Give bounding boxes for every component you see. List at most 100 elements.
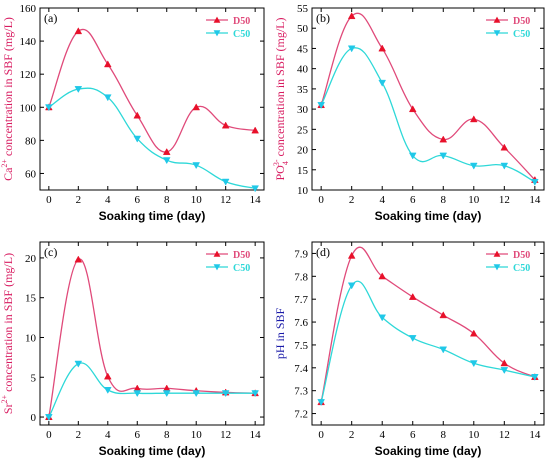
y-tick-label: 40 — [297, 64, 309, 76]
x-tick-label: 6 — [410, 429, 416, 441]
data-point-c50 — [439, 346, 448, 354]
data-point-c50 — [221, 390, 230, 398]
y-tick-label: 7.4 — [294, 363, 308, 375]
legend-label-c50: C50 — [233, 29, 250, 40]
data-point-c50 — [469, 162, 478, 170]
x-tick-label: 4 — [105, 194, 111, 206]
data-point-d50 — [439, 135, 448, 143]
series-line-c50 — [48, 362, 256, 418]
plot-frame — [311, 241, 545, 426]
data-point-c50 — [500, 162, 509, 170]
y-tick-label: 20 — [297, 145, 309, 157]
y-axis-label-text: pH in SBF — [273, 308, 287, 360]
x-tick-label: 12 — [220, 429, 231, 441]
y-tick-label: 15 — [25, 293, 37, 305]
x-tick-label: 0 — [318, 429, 324, 441]
x-tick-label: 4 — [379, 429, 385, 441]
x-tick-label: 12 — [499, 429, 510, 441]
y-axis-label-rest: concentration in SBF (mg/L) — [1, 17, 15, 159]
y-axis-label: Ca2+ concentration in SBF (mg/L) — [0, 17, 15, 181]
x-axis-label: Soaking time (day) — [99, 209, 206, 223]
data-point-c50 — [408, 152, 417, 160]
legend-label-d50: D50 — [233, 16, 250, 27]
legend-label-c50: C50 — [513, 263, 530, 274]
legend-marker-c50 — [213, 30, 221, 37]
x-tick-label: 8 — [441, 194, 447, 206]
data-point-d50 — [74, 27, 83, 35]
data-point-c50 — [469, 360, 478, 368]
y-tick-label: 50 — [297, 23, 309, 35]
data-point-c50 — [103, 387, 112, 394]
y-axis-label-subscript: 4 — [281, 161, 290, 165]
y-tick-label: 7.3 — [294, 386, 308, 398]
y-axis-label-ion: Sr — [1, 403, 15, 414]
data-point-d50 — [469, 115, 478, 123]
x-tick-label: 6 — [410, 194, 416, 206]
x-tick-label: 0 — [46, 429, 52, 441]
data-point-c50 — [74, 360, 83, 368]
panel-label: (b) — [316, 11, 330, 25]
y-tick-label: 55 — [297, 3, 309, 15]
y-axis-label-ion: PO — [273, 165, 287, 181]
legend-label-c50: C50 — [513, 29, 530, 40]
data-point-d50 — [103, 60, 112, 68]
legend-label-d50: D50 — [513, 16, 530, 27]
data-point-c50 — [378, 79, 387, 87]
x-tick-label: 14 — [529, 429, 541, 441]
y-tick-label: 25 — [297, 124, 309, 136]
data-point-c50 — [378, 314, 387, 322]
plot-frame — [39, 241, 265, 426]
y-tick-label: 45 — [297, 43, 309, 55]
data-point-c50 — [347, 282, 356, 290]
data-point-d50 — [162, 148, 171, 155]
data-point-d50 — [347, 12, 356, 20]
data-point-c50 — [347, 45, 356, 53]
data-point-c50 — [45, 104, 53, 112]
x-tick-label: 0 — [46, 194, 52, 206]
x-tick-label: 14 — [529, 194, 541, 206]
y-tick-label: 7.8 — [294, 271, 308, 283]
x-tick-label: 10 — [468, 194, 480, 206]
legend-marker-c50 — [493, 30, 501, 37]
chart-panel-d: 0 2 4 6 8 10 12 14 7.2 7.3 7.4 7.5 7.6 7.7 7.8 7.9 Soaki… — [273, 241, 545, 458]
series-line-d50 — [48, 28, 256, 153]
data-point-d50 — [103, 372, 112, 380]
data-point-c50 — [251, 185, 259, 193]
chart-panel-b: 0 2 4 6 8 10 12 14 10 15 20 25 30 35 40 45 50 55 Soaking t… — [272, 3, 545, 223]
legend-marker-d50 — [213, 16, 221, 23]
data-point-d50 — [500, 359, 509, 367]
y-tick-label: 7.2 — [294, 409, 308, 421]
x-tick-label: 12 — [220, 194, 231, 206]
data-point-c50 — [531, 373, 539, 381]
data-point-c50 — [251, 390, 259, 398]
x-tick-label: 14 — [250, 429, 262, 441]
data-point-d50 — [408, 105, 417, 113]
y-axis-label: PO43- concentration in SBF (mg/L) — [272, 18, 290, 181]
y-axis-label-ion: Ca — [1, 167, 15, 181]
legend-label-d50: D50 — [233, 250, 250, 261]
data-point-d50 — [347, 251, 356, 259]
data-point-c50 — [192, 162, 201, 170]
y-tick-label: 0 — [31, 412, 37, 424]
x-tick-label: 2 — [349, 194, 355, 206]
data-point-c50 — [439, 152, 448, 160]
data-point-d50 — [378, 44, 387, 52]
legend-label-d50: D50 — [513, 250, 530, 261]
x-axis-label: Soaking time (day) — [375, 444, 482, 458]
x-tick-label: 4 — [105, 429, 111, 441]
y-tick-label: 120 — [20, 69, 37, 81]
x-tick-label: 8 — [441, 429, 447, 441]
y-tick-label: 100 — [20, 102, 37, 114]
legend-marker-c50 — [493, 264, 501, 271]
plot-frame — [311, 7, 545, 191]
series-line-d50 — [320, 12, 536, 181]
data-point-c50 — [500, 367, 509, 375]
y-tick-label: 7.6 — [294, 317, 308, 329]
y-tick-label: 140 — [20, 36, 37, 48]
y-tick-label: 35 — [297, 84, 309, 96]
legend-marker-d50 — [213, 250, 221, 257]
y-axis-label-charge: 2+ — [0, 159, 9, 168]
x-axis-label: Soaking time (day) — [375, 209, 482, 223]
data-point-c50 — [192, 390, 201, 398]
